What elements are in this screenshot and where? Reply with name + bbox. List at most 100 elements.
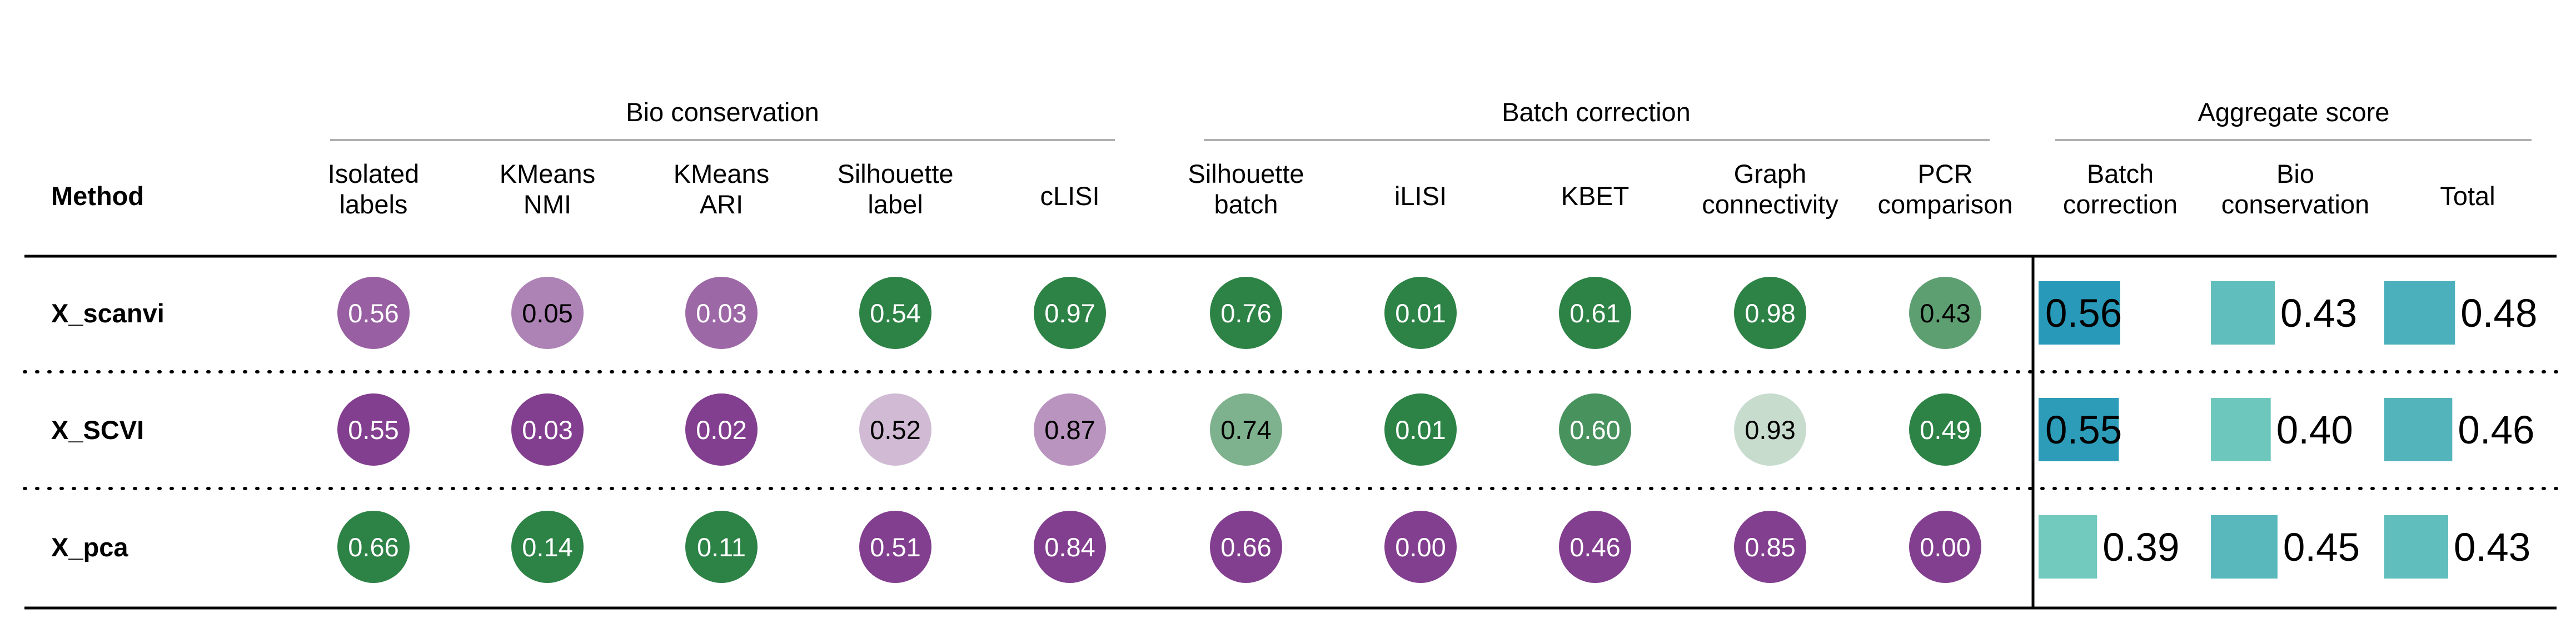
column-header-line: comparison xyxy=(1878,190,2013,219)
aggregate-label: 0.43 xyxy=(2454,526,2530,570)
score-circle xyxy=(1559,393,1631,466)
score-circle xyxy=(859,277,931,349)
column-header: Silhouette batch xyxy=(1188,159,1304,219)
aggregate-label: 0.39 xyxy=(2102,526,2179,570)
score-circle xyxy=(1909,277,1981,349)
score-circle xyxy=(1734,393,1806,466)
column-header: Graph connectivity xyxy=(1702,159,1838,219)
score-label: 0.55 xyxy=(348,415,398,445)
score-label: 0.93 xyxy=(1745,415,1795,445)
score-label: 0.84 xyxy=(1044,532,1095,562)
group-title: Aggregate score xyxy=(2198,97,2390,127)
column-header-line: KMeans xyxy=(500,159,595,188)
column-header-line: PCR xyxy=(1917,159,1972,188)
score-label: 0.76 xyxy=(1220,298,1271,328)
aggregate-bar xyxy=(2384,281,2455,345)
score-circle xyxy=(337,511,410,583)
column-header-line: Isolated xyxy=(328,159,420,188)
score-circle xyxy=(859,393,931,466)
group-title: Batch correction xyxy=(1502,97,1691,127)
table-row: X_pca 0.66 0.14 0.11 0.51 0.84 0.66 0.00 0.46 0.8… xyxy=(51,511,2530,583)
aggregate-bar xyxy=(2039,398,2119,461)
aggregate-bar xyxy=(2039,515,2097,579)
score-circle xyxy=(1034,277,1106,349)
score-circle xyxy=(1384,277,1457,349)
column-header: KBET xyxy=(1561,181,1630,211)
score-label: 0.52 xyxy=(870,415,920,445)
score-label: 0.49 xyxy=(1920,415,1970,445)
table-body: X_scanvi 0.56 0.05 0.03 0.54 0.97 0.76 0.01 0.61… xyxy=(51,277,2537,583)
score-label: 0.51 xyxy=(870,532,920,562)
score-label: 0.60 xyxy=(1569,415,1620,445)
column-header-line: ARI xyxy=(700,190,743,219)
column-header: Batch correction xyxy=(2063,159,2178,219)
score-label: 0.66 xyxy=(1220,532,1271,562)
column-header: KMeans ARI xyxy=(674,159,769,219)
aggregate-label: 0.45 xyxy=(2283,526,2360,570)
score-circle xyxy=(685,277,758,349)
column-header: KMeans NMI xyxy=(500,159,595,219)
score-label: 0.98 xyxy=(1745,298,1795,328)
column-header-line: Silhouette xyxy=(837,159,953,188)
column-header-line: correction xyxy=(2063,190,2178,219)
score-circle xyxy=(1210,511,1282,583)
score-circle xyxy=(1559,277,1631,349)
method-column-header: Method xyxy=(51,181,144,211)
score-label: 0.43 xyxy=(1920,298,1970,328)
column-header-line: label xyxy=(868,190,923,219)
table-row: X_scanvi 0.56 0.05 0.03 0.54 0.97 0.76 0.01 0.61… xyxy=(51,277,2537,349)
method-label: X_scanvi xyxy=(51,298,165,328)
score-circle xyxy=(1034,393,1106,466)
group-title: Bio conservation xyxy=(626,97,819,127)
column-header-line: batch xyxy=(1214,190,1278,219)
column-header: Silhouette label xyxy=(837,159,953,219)
aggregate-label: 0.40 xyxy=(2276,408,2353,452)
score-circle xyxy=(511,511,584,583)
score-circle xyxy=(511,277,584,349)
aggregate-bar xyxy=(2039,281,2120,345)
score-circle xyxy=(1384,511,1457,583)
aggregate-label: 0.46 xyxy=(2458,408,2534,452)
score-label: 0.85 xyxy=(1745,532,1795,562)
aggregate-label: 0.48 xyxy=(2460,292,2537,336)
score-circle xyxy=(1034,511,1106,583)
column-header: cLISI xyxy=(1040,181,1099,211)
table-rules xyxy=(23,255,2558,610)
score-circle xyxy=(685,511,758,583)
score-circle xyxy=(1559,511,1631,583)
score-label: 0.87 xyxy=(1044,415,1095,445)
column-header-line: connectivity xyxy=(1702,190,1838,219)
score-label: 0.11 xyxy=(697,532,746,562)
aggregate-label: 0.56 xyxy=(2045,292,2122,336)
column-header: PCR comparison xyxy=(1878,159,2013,219)
score-circle xyxy=(337,393,410,466)
column-header-line: Silhouette xyxy=(1188,159,1304,188)
score-label: 0.00 xyxy=(1395,532,1446,562)
score-label: 0.46 xyxy=(1569,532,1620,562)
score-circle xyxy=(859,511,931,583)
score-circle xyxy=(685,393,758,466)
aggregate-bar xyxy=(2384,398,2453,461)
column-header: iLISI xyxy=(1394,181,1447,211)
score-label: 0.03 xyxy=(696,298,746,328)
column-header-line: Graph xyxy=(1734,159,1807,188)
score-label: 0.02 xyxy=(696,415,746,445)
table-row: X_SCVI 0.55 0.03 0.02 0.52 0.87 0.74 0.01 0.60 0.… xyxy=(51,393,2535,466)
score-circle xyxy=(1384,393,1457,466)
column-header: Bio conservation xyxy=(2221,159,2370,219)
aggregate-label: 0.55 xyxy=(2045,408,2122,452)
score-circle xyxy=(511,393,584,466)
aggregate-bar xyxy=(2211,515,2278,579)
column-header-line: KMeans xyxy=(674,159,769,188)
column-header: Total xyxy=(2440,181,2495,211)
method-label: X_pca xyxy=(51,532,128,562)
score-label: 0.05 xyxy=(522,298,572,328)
score-circle xyxy=(1909,511,1981,583)
column-header-line: NMI xyxy=(524,190,571,219)
column-header-line: Bio xyxy=(2276,159,2314,188)
score-label: 0.00 xyxy=(1920,532,1970,562)
column-header-line: Batch xyxy=(2087,159,2154,188)
score-label: 0.61 xyxy=(1569,298,1620,328)
score-label: 0.01 xyxy=(1395,298,1446,328)
